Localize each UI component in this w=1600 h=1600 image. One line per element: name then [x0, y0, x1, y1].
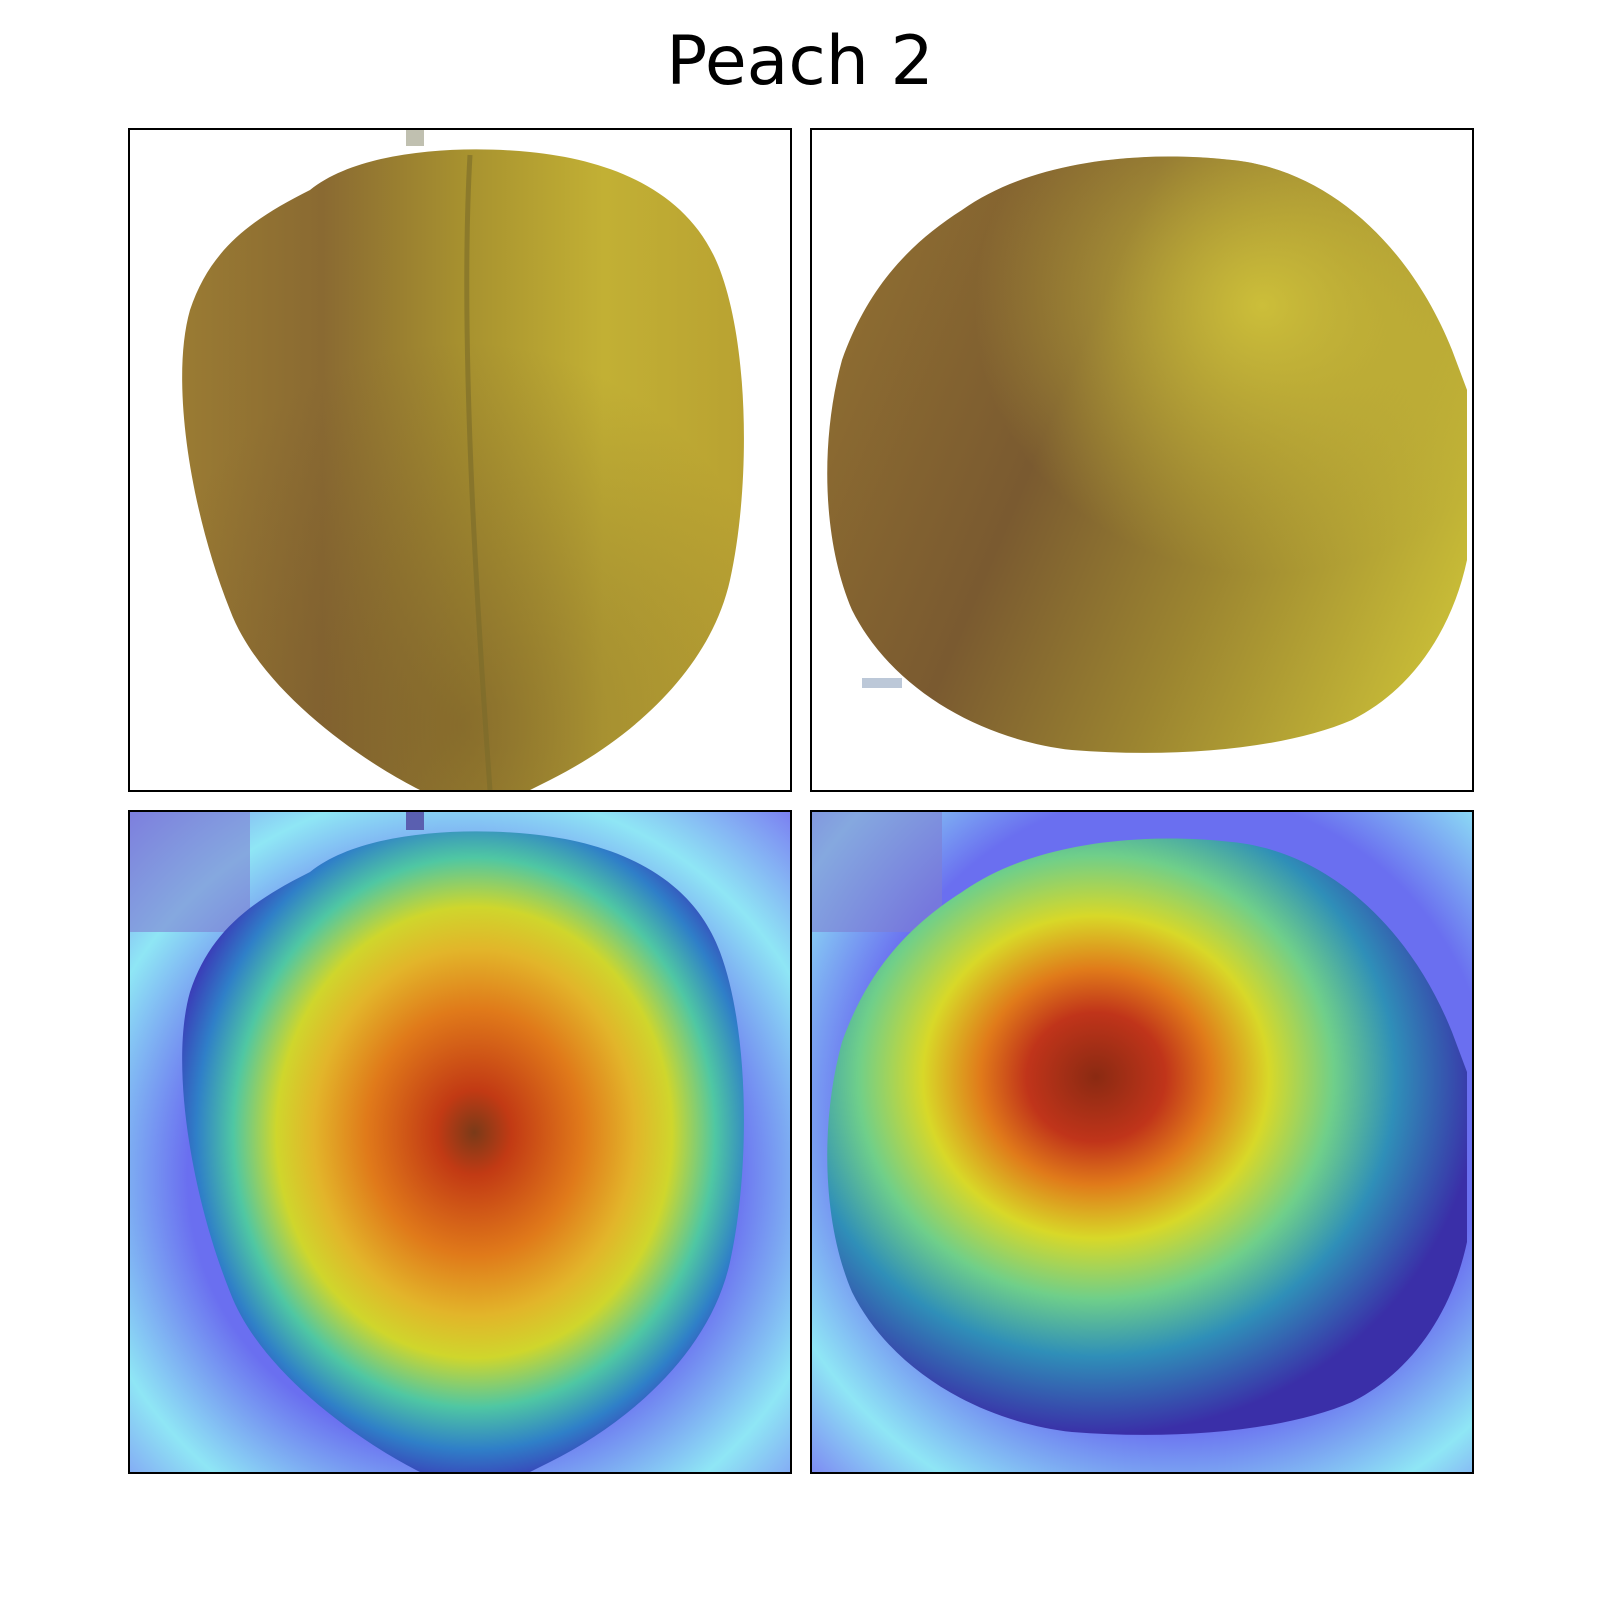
heatmap-front-panel — [128, 810, 792, 1474]
heatmap-front-image — [130, 812, 790, 1472]
peach-front-image — [130, 130, 790, 790]
original-front-panel — [128, 128, 792, 792]
heatmap-side-panel — [810, 810, 1474, 1474]
heatmap-side-image — [812, 812, 1472, 1472]
figure-title: Peach 2 — [666, 22, 934, 101]
original-side-panel — [810, 128, 1474, 792]
peach-side-image — [812, 130, 1472, 790]
